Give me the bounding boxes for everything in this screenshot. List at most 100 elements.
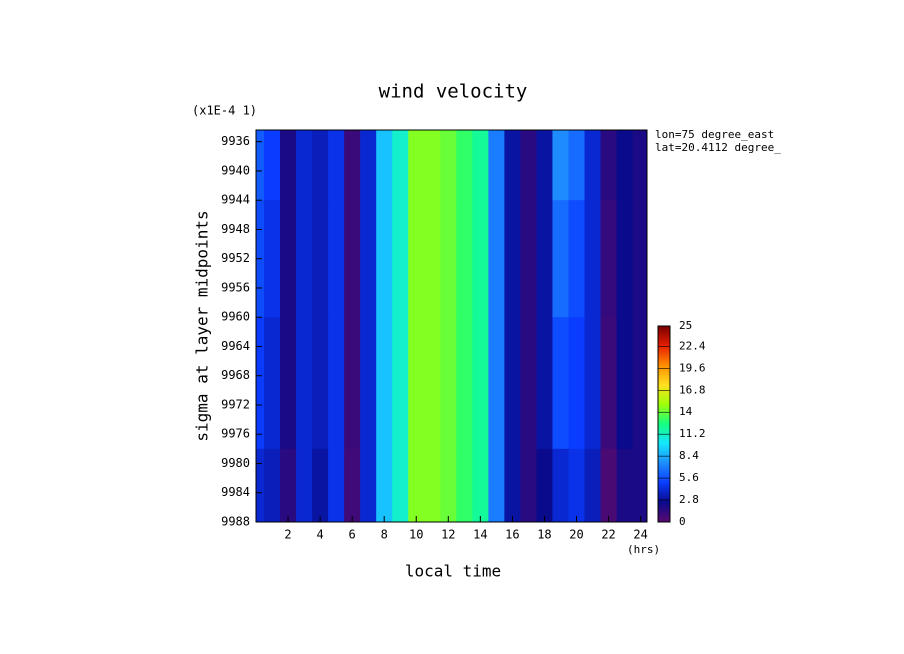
y-tick-label: 9984 bbox=[221, 485, 250, 499]
y-tick-label: 9964 bbox=[221, 339, 250, 353]
y-tick-label: 9972 bbox=[221, 397, 250, 411]
contour-cell bbox=[632, 130, 648, 201]
contour-cell bbox=[600, 130, 618, 201]
contour-cell bbox=[472, 130, 489, 201]
colorbar-tick-label: 11.2 bbox=[679, 427, 706, 440]
contour-cell bbox=[296, 317, 313, 450]
contour-cell bbox=[360, 130, 377, 201]
contour-cell bbox=[312, 130, 329, 201]
contour-cell bbox=[344, 200, 361, 318]
contour-cell bbox=[328, 200, 345, 318]
contour-cell bbox=[600, 448, 618, 523]
contour-cell bbox=[328, 448, 345, 523]
contour-cell bbox=[392, 130, 409, 201]
x-tick-label: 8 bbox=[381, 528, 388, 542]
contour-cell bbox=[424, 448, 441, 523]
contour-cell bbox=[616, 448, 634, 523]
contour-cell bbox=[600, 317, 618, 450]
contour-cell bbox=[584, 317, 602, 450]
y-scale-note: (x1E-4 1) bbox=[192, 104, 257, 118]
contour-cell bbox=[536, 448, 553, 523]
contour-cell bbox=[264, 448, 281, 523]
contour-cell bbox=[392, 448, 409, 523]
contour-cell bbox=[456, 317, 473, 450]
y-tick-label: 9952 bbox=[221, 251, 250, 265]
contour-cell bbox=[472, 317, 489, 450]
contour-cell bbox=[536, 130, 553, 201]
contour-cell bbox=[296, 130, 313, 201]
contour-cell bbox=[344, 317, 361, 450]
contour-cell bbox=[536, 317, 553, 450]
contour-cell bbox=[504, 317, 521, 450]
contour-cell bbox=[456, 200, 473, 318]
contour-cell bbox=[632, 317, 648, 450]
contour-cell bbox=[616, 317, 634, 450]
y-tick-label: 9944 bbox=[221, 193, 250, 207]
x-tick-label: 20 bbox=[569, 528, 583, 542]
colorbar-tick-label: 8.4 bbox=[679, 449, 699, 462]
contour-cell bbox=[280, 317, 297, 450]
x-tick-label: 6 bbox=[349, 528, 356, 542]
colorbar-tick-label: 0 bbox=[679, 515, 686, 528]
contour-cell bbox=[264, 317, 281, 450]
contour-cell bbox=[504, 130, 521, 201]
contour-cell bbox=[360, 317, 377, 450]
contour-cell bbox=[520, 200, 537, 318]
contour-cell bbox=[280, 448, 297, 523]
contour-cell bbox=[376, 317, 393, 450]
y-axis-title: sigma at layer midpoints bbox=[193, 210, 212, 441]
contour-cell bbox=[312, 448, 329, 523]
contour-cell bbox=[360, 448, 377, 523]
x-tick-label: 18 bbox=[537, 528, 551, 542]
contour-cell bbox=[584, 130, 602, 201]
contour-cell bbox=[568, 200, 586, 318]
contour-cell bbox=[488, 200, 505, 318]
contour-cell bbox=[472, 200, 489, 318]
x-tick-label: 10 bbox=[409, 528, 423, 542]
contour-cell bbox=[408, 317, 425, 450]
contour-cell bbox=[376, 200, 393, 318]
contour-cell bbox=[584, 200, 602, 318]
contour-cell bbox=[552, 317, 569, 450]
x-tick-label: 24 bbox=[633, 528, 647, 542]
colorbar-tick-label: 22.4 bbox=[679, 339, 706, 352]
y-tick-label: 9960 bbox=[221, 310, 250, 324]
x-tick-label: 14 bbox=[473, 528, 487, 542]
contour-cell bbox=[616, 200, 634, 318]
contour-cell bbox=[328, 130, 345, 201]
contour-cell bbox=[296, 448, 313, 523]
chart-title: wind velocity bbox=[379, 81, 528, 103]
contour-cell bbox=[440, 200, 457, 318]
contour-cell bbox=[520, 317, 537, 450]
contour-cell bbox=[440, 317, 457, 450]
contour-cell bbox=[504, 200, 521, 318]
contour-cell bbox=[504, 448, 521, 523]
contour-cell bbox=[536, 200, 553, 318]
x-tick-label: 4 bbox=[316, 528, 323, 542]
contour-cell bbox=[256, 130, 265, 201]
y-tick-label: 9968 bbox=[221, 368, 250, 382]
contour-cell bbox=[280, 130, 297, 201]
y-tick-label: 9940 bbox=[221, 163, 250, 177]
y-tick-label: 9988 bbox=[221, 515, 250, 529]
contour-cell bbox=[520, 448, 537, 523]
contour-cell bbox=[344, 448, 361, 523]
y-tick-label: 9980 bbox=[221, 456, 250, 470]
contour-cell bbox=[552, 130, 569, 201]
colorbar-tick-label: 16.8 bbox=[679, 383, 706, 396]
contour-cell bbox=[456, 448, 473, 523]
contour-cell bbox=[392, 200, 409, 318]
y-tick-label: 9956 bbox=[221, 280, 250, 294]
colorbar-tick-label: 19.6 bbox=[679, 361, 706, 374]
contour-cell bbox=[440, 448, 457, 523]
x-tick-label: 22 bbox=[601, 528, 615, 542]
contour-cell bbox=[456, 130, 473, 201]
contour-cell bbox=[408, 130, 425, 201]
annotation: lat=20.4112 degree_ bbox=[655, 141, 781, 154]
y-tick-label: 9976 bbox=[221, 427, 250, 441]
annotation: lon=75 degree_east bbox=[655, 128, 774, 141]
contour-cell bbox=[584, 448, 602, 523]
colorbar-tick-label: 25 bbox=[679, 319, 692, 332]
contour-cell bbox=[552, 448, 569, 523]
